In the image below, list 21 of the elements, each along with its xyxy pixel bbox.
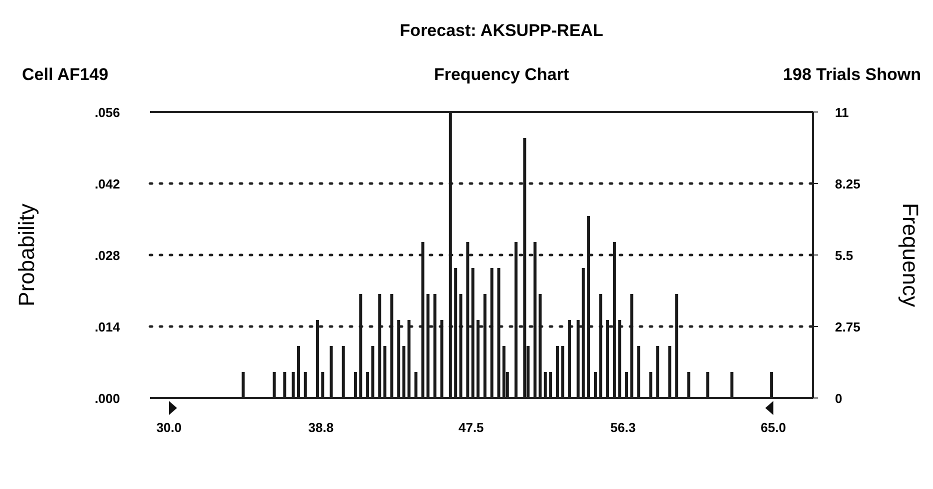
y-axis-title: Probability: [14, 204, 39, 306]
y-tick-label: .000: [94, 391, 120, 406]
y2-tick-label: 5.5: [835, 248, 854, 263]
y2-tick-label: 2.75: [835, 320, 860, 334]
x-tick-label: 47.5: [458, 420, 484, 435]
chart-subtitle: Frequency Chart: [434, 65, 570, 84]
y2-tick-label: 8.25: [835, 176, 860, 192]
chart-title: Forecast: AKSUPP-REAL: [400, 21, 604, 40]
x-tick-label: 65.0: [760, 420, 786, 435]
x-tick-label: 56.3: [610, 420, 636, 435]
y2-tick-label: 0: [835, 391, 842, 406]
y-tick-label: .028: [94, 248, 120, 263]
x-tick-label: 38.8: [308, 420, 334, 435]
y-tick-label: .056: [94, 105, 120, 120]
x-tick-label: 30.0: [156, 420, 182, 435]
y-tick-label: .042: [94, 176, 120, 192]
y2-axis-title: Frequency: [898, 203, 923, 307]
y2-tick-label: 11: [835, 105, 849, 120]
y-tick-label: .014: [94, 320, 121, 334]
text: 198 Trials Shown: [783, 65, 921, 84]
text: Cell AF149: [22, 65, 108, 84]
